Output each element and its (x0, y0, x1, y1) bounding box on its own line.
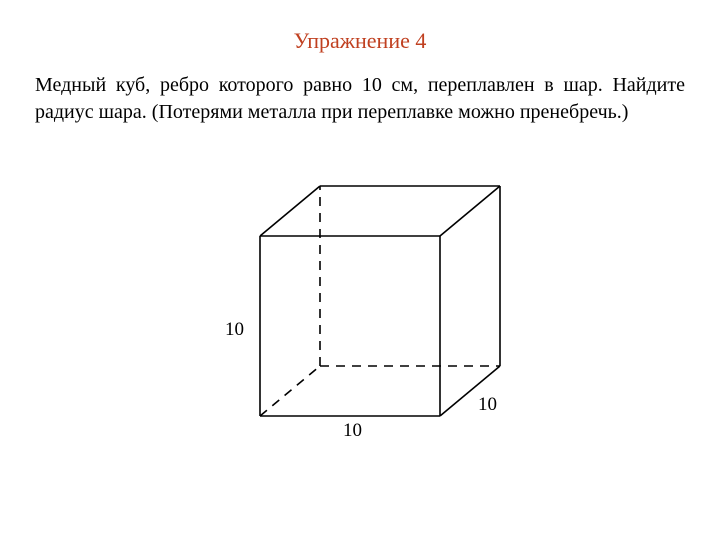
title-text: Упражнение 4 (294, 28, 427, 53)
problem-text-content: Медный куб, ребро которого равно 10 см, … (35, 74, 685, 123)
problem-statement: Медный куб, ребро которого равно 10 см, … (0, 54, 720, 126)
exercise-title: Упражнение 4 (0, 0, 720, 54)
edge-label-bottom: 10 (343, 420, 362, 442)
edge-label-right: 10 (478, 394, 497, 416)
cube-figure: 10 10 10 (0, 126, 720, 486)
edge-label-left: 10 (225, 319, 244, 341)
